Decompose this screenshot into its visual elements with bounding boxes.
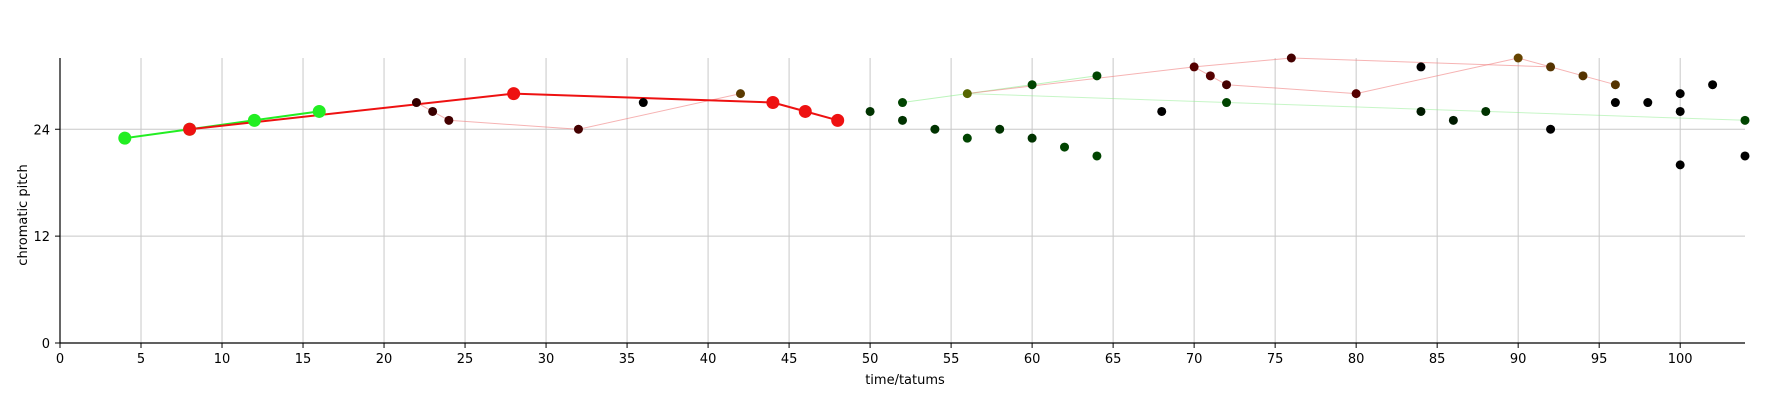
- data-point: [1708, 80, 1718, 90]
- x-tick-label: 65: [1105, 352, 1122, 367]
- data-point: [1157, 106, 1167, 116]
- x-tick-label: 5: [137, 352, 145, 367]
- y-axis-label: chromatic pitch: [16, 164, 31, 265]
- x-tick-label: 85: [1429, 352, 1446, 367]
- data-points: [118, 53, 1750, 170]
- x-tick-label: 75: [1267, 352, 1284, 367]
- x-tick-label: 10: [214, 352, 231, 367]
- data-point: [1092, 151, 1102, 161]
- data-point: [1189, 62, 1199, 72]
- data-point: [1610, 80, 1620, 90]
- data-point: [1416, 62, 1426, 72]
- x-tick-label: 95: [1591, 352, 1608, 367]
- data-point: [1740, 115, 1750, 125]
- data-point: [411, 98, 421, 108]
- data-point: [1675, 106, 1685, 116]
- data-point: [1351, 89, 1361, 99]
- data-point: [1481, 106, 1491, 116]
- x-axis-label: time/tatums: [865, 373, 945, 388]
- x-tick-label: 70: [1186, 352, 1203, 367]
- series-line-green-faint-2: [967, 93, 1746, 121]
- series-point-green-primary: [312, 104, 326, 118]
- series-line-green-faint: [902, 75, 1097, 103]
- data-point: [1027, 80, 1037, 90]
- data-point: [1546, 62, 1556, 72]
- series-point-red-primary: [183, 122, 197, 136]
- data-point: [1222, 80, 1232, 90]
- x-tick-label: 40: [700, 352, 717, 367]
- data-point: [1578, 71, 1588, 81]
- series-point-red-primary: [831, 113, 845, 127]
- data-point: [573, 124, 583, 134]
- data-point: [1675, 160, 1685, 170]
- series-point-red-primary: [766, 96, 780, 110]
- data-point: [735, 89, 745, 99]
- data-point: [428, 106, 438, 116]
- x-tick-label: 15: [295, 352, 312, 367]
- data-point: [1546, 124, 1556, 134]
- data-point: [1513, 53, 1523, 63]
- data-point: [1205, 71, 1215, 81]
- x-tick-label: 50: [862, 352, 879, 367]
- y-tick-label: 12: [33, 230, 50, 245]
- data-point: [898, 115, 907, 125]
- y-tick-label: 0: [42, 337, 50, 352]
- x-tick-label: 80: [1348, 352, 1365, 367]
- series-point-green-primary: [118, 131, 132, 145]
- series-point-red-primary: [798, 104, 812, 118]
- data-point: [1092, 71, 1102, 81]
- x-tick-label: 60: [1024, 352, 1041, 367]
- data-point: [962, 133, 972, 143]
- data-point: [1448, 115, 1458, 125]
- data-point: [444, 115, 454, 125]
- data-point: [1740, 151, 1750, 161]
- data-point: [1416, 106, 1426, 116]
- data-point: [1286, 53, 1296, 63]
- data-point: [898, 98, 907, 108]
- data-point: [1675, 89, 1685, 99]
- x-tick-label: 45: [781, 352, 798, 367]
- data-point: [1027, 133, 1037, 143]
- data-point: [865, 106, 875, 116]
- x-tick-label: 35: [619, 352, 636, 367]
- y-tick-label: 24: [33, 123, 50, 138]
- axes: 0 5 10 15 20 25 30 35 40 45 50 55 60 65 70 75 80 85 90 95 10…: [33, 58, 1745, 367]
- data-point: [1643, 98, 1653, 108]
- x-tick-label: 100: [1668, 352, 1693, 367]
- data-point: [962, 89, 972, 99]
- data-point: [930, 124, 940, 134]
- x-tick-label: 55: [943, 352, 960, 367]
- data-point: [1060, 142, 1070, 152]
- series-point-green-primary: [247, 113, 261, 127]
- grid-lines: [60, 58, 1745, 343]
- x-tick-label: 20: [376, 352, 393, 367]
- x-tick-label: 90: [1510, 352, 1527, 367]
- x-tick-label: 0: [56, 352, 64, 367]
- data-point: [1222, 98, 1232, 108]
- data-point: [1610, 98, 1620, 108]
- x-tick-label: 25: [457, 352, 474, 367]
- x-tick-label: 30: [538, 352, 555, 367]
- data-point: [638, 98, 648, 108]
- series-point-red-primary: [507, 87, 521, 101]
- data-point: [995, 124, 1005, 134]
